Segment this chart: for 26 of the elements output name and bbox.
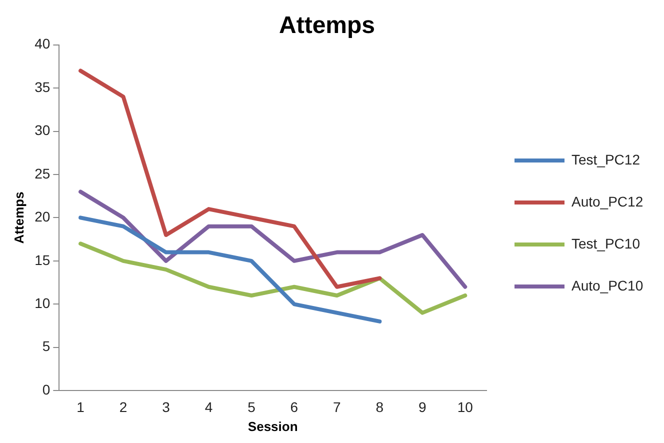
x-tick-label: 7	[333, 398, 342, 415]
chart-title: Attemps	[278, 12, 376, 40]
x-tick-label: 3	[162, 398, 170, 415]
legend-label: Auto_PC12	[572, 193, 644, 210]
legend-label: Auto_PC10	[572, 277, 644, 294]
x-tick-label: 1	[76, 398, 85, 415]
y-tick-label: 20	[34, 208, 50, 225]
x-tick-label: 6	[290, 398, 298, 415]
x-tick-label: 8	[376, 398, 384, 415]
x-tick-label: 5	[248, 398, 256, 415]
y-tick-label: 40	[34, 36, 50, 52]
x-tick-label: 10	[457, 398, 474, 415]
x-axis-title: Session	[248, 418, 298, 434]
y-axis-title: Attemps	[11, 192, 26, 244]
y-tick-label: 15	[34, 252, 50, 268]
x-tick-label: 2	[119, 398, 128, 415]
y-tick-label: 30	[34, 122, 50, 138]
legend-label: Test_PC10	[572, 235, 640, 252]
y-tick-label: 25	[34, 165, 50, 182]
x-tick-label: 4	[204, 398, 213, 415]
x-tick-label: 9	[418, 398, 426, 415]
legend-label: Test_PC12	[572, 151, 640, 168]
y-tick-label: 5	[42, 338, 50, 354]
y-tick-label: 10	[34, 295, 50, 312]
y-tick-label: 0	[42, 381, 50, 398]
y-tick-label: 35	[34, 78, 50, 95]
